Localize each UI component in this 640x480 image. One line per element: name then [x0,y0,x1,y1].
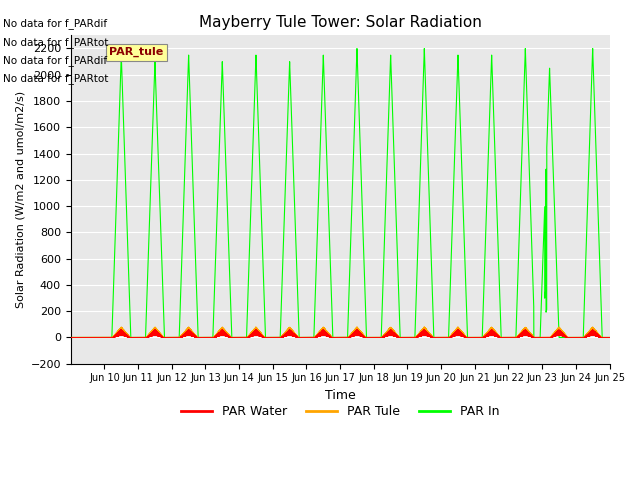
Text: No data for f_PARdif: No data for f_PARdif [3,18,108,29]
Title: Mayberry Tule Tower: Solar Radiation: Mayberry Tule Tower: Solar Radiation [198,15,481,30]
Y-axis label: Solar Radiation (W/m2 and umol/m2/s): Solar Radiation (W/m2 and umol/m2/s) [15,91,25,308]
Text: No data for f_PARtot: No data for f_PARtot [3,36,109,48]
Legend: PAR Water, PAR Tule, PAR In: PAR Water, PAR Tule, PAR In [176,400,504,423]
Text: PAR_tule: PAR_tule [109,47,164,57]
Text: No data for f_PARtot: No data for f_PARtot [3,73,109,84]
Text: No data for f_PARdif: No data for f_PARdif [3,55,108,66]
X-axis label: Time: Time [324,389,355,402]
